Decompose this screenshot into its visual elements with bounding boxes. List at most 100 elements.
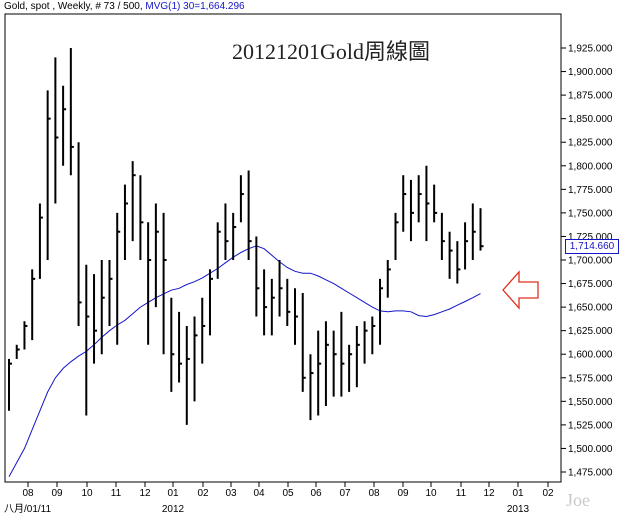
- y-tick-label: 1,475.000: [568, 468, 613, 479]
- x-tick-label: 12: [483, 488, 495, 499]
- ohlc-bar: [62, 85, 67, 166]
- chart-header: Gold, spot , Weekly, # 73 / 500, MVG(1) …: [4, 1, 245, 12]
- ohlc-bar: [123, 184, 128, 260]
- moving-average-layer: [8, 245, 481, 477]
- ohlc-bar: [139, 175, 144, 260]
- ohlc-bar: [46, 90, 51, 260]
- y-tick-label: 1,625.000: [568, 326, 613, 337]
- ohlc-bar: [93, 274, 98, 364]
- y-tick-label: 1,575.000: [568, 373, 613, 384]
- ohlc-bar: [216, 222, 221, 279]
- y-tick-label: 1,675.000: [568, 279, 613, 290]
- ohlc-bar: [278, 260, 283, 317]
- ohlc-bar: [409, 179, 414, 242]
- ohlc-bar: [294, 288, 299, 345]
- ohlc-bar: [471, 203, 476, 260]
- x-tick-label: 05: [282, 488, 294, 499]
- ohlc-bar: [85, 264, 90, 416]
- ohlc-bar: [108, 260, 113, 326]
- ohlc-bar: [154, 203, 159, 308]
- x-tick-label: 12: [139, 488, 151, 499]
- chart-title: 20121201Gold周線圖: [232, 39, 431, 64]
- y-tick-label: 1,800.000: [568, 161, 613, 172]
- x-tick-label: 08: [22, 488, 34, 499]
- ohlc-bar: [417, 175, 422, 223]
- x-tick-label: 09: [397, 488, 409, 499]
- y-tick-label: 1,775.000: [568, 185, 613, 196]
- watermark: Joe: [566, 490, 590, 510]
- moving-average-line: [8, 245, 481, 477]
- x-tick-label: 10: [425, 488, 437, 499]
- ohlc-bar: [440, 212, 445, 260]
- ohlc-bar: [178, 311, 183, 383]
- ohlc-bar: [255, 236, 260, 317]
- x-year-label: 2013: [507, 504, 530, 515]
- x-tick-label: 11: [456, 488, 467, 499]
- y-tick-label: 1,825.000: [568, 138, 613, 149]
- y-tick-label: 1,500.000: [568, 444, 613, 455]
- ohlc-bar: [448, 231, 453, 279]
- x-tick-label: 07: [339, 488, 351, 499]
- x-axis: 08 09 10 11 12 01 02 03 04 05 06 07 08 09 10 11 12 01 02 八月…: [4, 482, 554, 515]
- ohlc-bar: [402, 175, 407, 232]
- ohlc-bar: [309, 354, 314, 421]
- ohlc-bar: [348, 344, 353, 392]
- ohlc-bar: [15, 344, 20, 359]
- ohlc-bar: [355, 325, 360, 388]
- ohlc-bar: [263, 269, 268, 336]
- ohlc-bar: [8, 358, 12, 411]
- ohlc-bar: [23, 321, 28, 350]
- ohlc-bar: [54, 57, 59, 204]
- ohlc-bar: [286, 278, 291, 326]
- y-tick-label: 1,525.000: [568, 420, 613, 431]
- y-tick-label: 1,925.000: [568, 44, 613, 55]
- ohlc-bar: [340, 311, 345, 397]
- ohlc-bar: [239, 175, 244, 223]
- x-tick-label: 09: [51, 488, 63, 499]
- indicator-label: MVG(1) 30=1,664.296: [145, 1, 245, 12]
- x-year-label: 2012: [162, 504, 185, 515]
- y-tick-label: 1,725.000: [568, 232, 613, 243]
- ohlc-bar: [193, 316, 198, 402]
- red-arrow-icon: [502, 270, 539, 310]
- ohlc-bar: [162, 212, 167, 355]
- ohlc-bar: [247, 170, 252, 260]
- y-tick-label: 1,700.000: [568, 256, 613, 267]
- ohlc-bar: [77, 142, 82, 326]
- x-tick-label: 04: [253, 488, 265, 499]
- ohlc-bar: [147, 222, 152, 345]
- ohlc-bar: [317, 330, 322, 416]
- x-tick-label: 01: [167, 488, 179, 499]
- y-tick-label: 1,875.000: [568, 91, 613, 102]
- ohlc-bar: [425, 165, 430, 242]
- x-tick-label: 02: [197, 488, 209, 499]
- ohlc-bar: [394, 212, 399, 260]
- ohlc-bar: [456, 241, 461, 284]
- ohlc-bar: [301, 292, 306, 392]
- y-tick-label: 1,550.000: [568, 397, 613, 408]
- plot-area-frame: [4, 13, 562, 483]
- ohlc-bar: [324, 321, 329, 407]
- ohlc-bar: [116, 212, 121, 345]
- ohlc-bar: [379, 278, 384, 345]
- symbol-label: Gold, spot , Weekly, # 73 / 500,: [4, 1, 143, 12]
- y-tick-label: 1,600.000: [568, 350, 613, 361]
- y-tick-label: 1,900.000: [568, 67, 613, 78]
- x-tick-label: 06: [310, 488, 322, 499]
- x-tick-label: 10: [81, 488, 93, 499]
- ohlc-bar: [69, 48, 74, 176]
- ohlc-bar: [232, 212, 237, 260]
- ohlc-bar: [386, 260, 391, 298]
- ohlc-bar: [38, 203, 43, 279]
- x-tick-label: 02: [542, 488, 554, 499]
- x-year-label: 八月/01/11: [4, 503, 51, 515]
- ohlc-bar: [224, 203, 229, 260]
- ohlc-bar: [131, 161, 136, 242]
- y-axis: 1,475.000 1,500.000 1,525.000 1,550.000 1,57…: [561, 44, 613, 479]
- y-tick-label: 1,750.000: [568, 208, 613, 219]
- x-tick-label: 11: [111, 488, 122, 499]
- ohlc-bar: [185, 325, 190, 425]
- ohlc-bar: [31, 269, 36, 341]
- x-tick-label: 01: [512, 488, 524, 499]
- ohlc-bar: [464, 222, 469, 270]
